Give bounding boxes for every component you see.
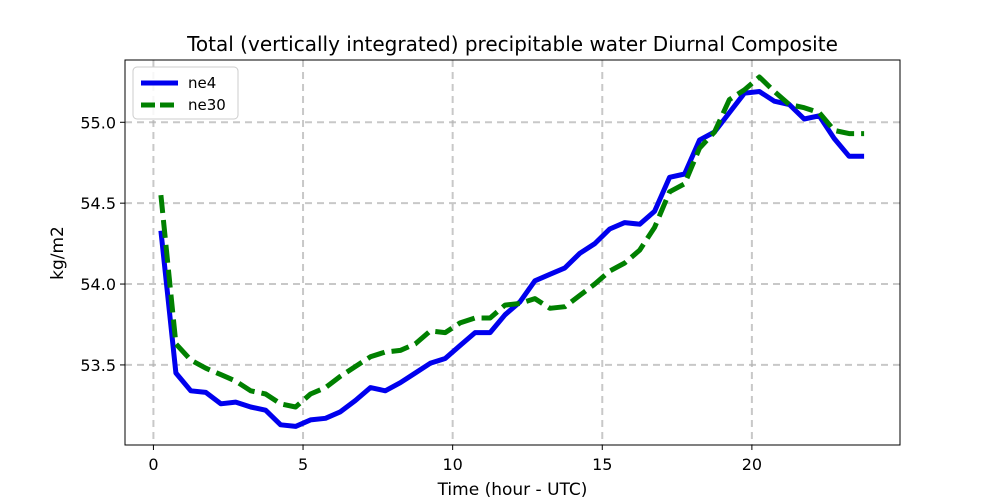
x-tick-label: 15 (592, 455, 612, 474)
axis-ticks: 0 5 10 15 20 53.5 54.0 54.5 55.0 (80, 113, 762, 474)
x-tick-label: 5 (298, 455, 308, 474)
x-tick-label: 0 (148, 455, 158, 474)
y-axis-label: kg/m2 (48, 226, 68, 280)
plot-lines (158, 74, 865, 429)
legend-label-ne30: ne30 (188, 96, 226, 114)
chart-title: Total (vertically integrated) precipitab… (186, 32, 838, 56)
series-line-ne4 (158, 89, 865, 429)
grid (125, 60, 900, 445)
legend-box (132, 66, 239, 120)
y-tick-label: 55.0 (80, 113, 116, 132)
y-tick-label: 54.5 (80, 194, 116, 213)
legend-label-ne4: ne4 (188, 74, 216, 92)
x-axis-label: Time (hour - UTC) (437, 480, 588, 500)
series-line-ne30 (158, 74, 865, 410)
y-tick-label: 53.5 (80, 356, 116, 375)
x-tick-label: 10 (442, 455, 462, 474)
legend: ne4 ne30 (132, 66, 239, 120)
x-tick-label: 20 (742, 455, 762, 474)
plot-frame (124, 59, 901, 446)
y-tick-label: 54.0 (80, 275, 116, 294)
